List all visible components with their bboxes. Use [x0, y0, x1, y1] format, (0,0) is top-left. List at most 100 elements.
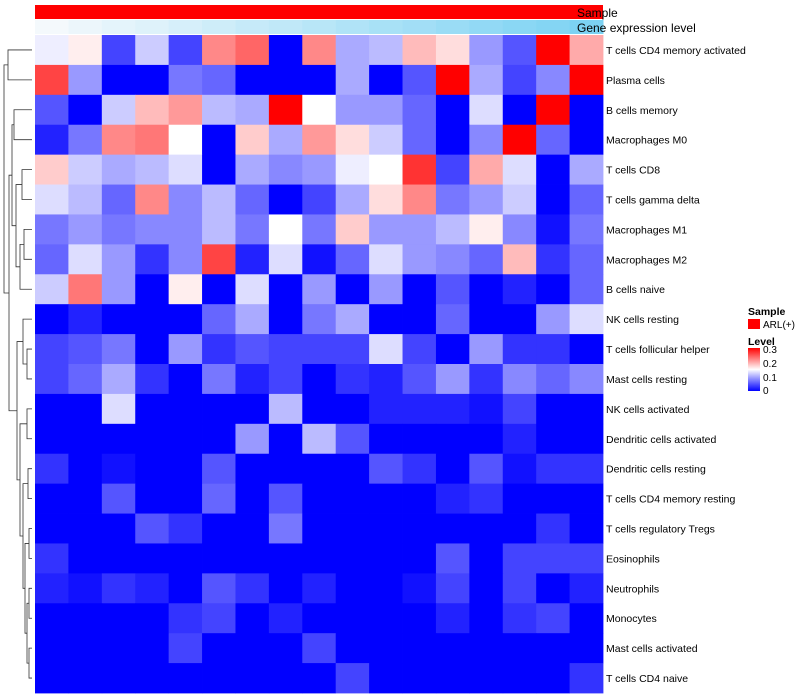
heatmap-cell — [402, 543, 437, 574]
heatmap-cell — [569, 35, 604, 66]
annotation-cell-expression — [101, 20, 136, 34]
heatmap-cell — [302, 304, 337, 335]
heatmap-cell — [101, 364, 136, 395]
heatmap-cell — [502, 663, 537, 694]
heatmap-cell — [335, 304, 370, 335]
heatmap-cell — [502, 483, 537, 514]
heatmap-cell — [202, 35, 236, 66]
heatmap-cell — [402, 184, 437, 215]
heatmap-cell — [569, 423, 604, 455]
heatmap-cell — [402, 64, 437, 96]
heatmap-cell — [435, 453, 470, 485]
row-label: Neutrophils — [606, 583, 659, 595]
heatmap-cell — [402, 633, 437, 664]
heatmap-cell — [101, 483, 136, 514]
heatmap-cell — [369, 393, 403, 425]
annotation-label-gene-expression: Gene expression level — [577, 21, 696, 35]
heatmap-cell — [469, 35, 504, 66]
heatmap-cell — [101, 214, 136, 245]
heatmap-cell — [135, 633, 170, 664]
heatmap-cell — [302, 35, 337, 66]
heatmap-cell — [435, 274, 470, 305]
heatmap-cell — [68, 124, 103, 156]
annotation-cell-expression — [68, 20, 103, 34]
heatmap-cell — [302, 453, 337, 485]
heatmap-cell — [101, 35, 136, 66]
heatmap-cell — [502, 304, 537, 335]
heatmap-cell — [502, 393, 537, 425]
heatmap-cell — [235, 274, 270, 305]
heatmap-cell — [135, 184, 170, 215]
dendrogram-branch — [28, 647, 32, 679]
heatmap-cell — [502, 124, 537, 156]
heatmap-cell — [402, 244, 437, 275]
heatmap-cell — [402, 274, 437, 305]
heatmap-cell — [101, 603, 136, 634]
heatmap-cell — [202, 184, 236, 215]
heatmap-cell — [168, 94, 203, 126]
annotation-cell-expression — [469, 20, 504, 34]
annotation-cell-expression — [335, 20, 370, 34]
heatmap-cell — [68, 393, 103, 425]
heatmap-cell — [369, 94, 403, 126]
heatmap-cell — [469, 543, 504, 574]
heatmap-cell — [135, 364, 170, 395]
heatmap-cell — [402, 334, 437, 365]
heatmap-cell — [168, 304, 203, 335]
heatmap-cell — [68, 184, 103, 215]
heatmap-cell — [569, 124, 604, 156]
heatmap-cell — [268, 423, 303, 455]
heatmap-cell — [402, 423, 437, 455]
row-label: NK cells resting — [606, 314, 679, 326]
dendrogram-branch — [7, 49, 32, 81]
row-label: NK cells activated — [606, 404, 690, 416]
heatmap-cell — [302, 364, 337, 395]
heatmap-cell — [502, 364, 537, 395]
heatmap-cell — [68, 513, 103, 544]
heatmap-cell — [335, 94, 370, 126]
heatmap-cell — [302, 603, 337, 634]
annotation-cell-expression — [202, 20, 236, 34]
heatmap-cell — [35, 154, 69, 185]
heatmap-cell — [35, 633, 69, 664]
heatmap-cell — [536, 124, 570, 156]
heatmap-cell — [569, 94, 604, 126]
heatmap-cell — [435, 94, 470, 126]
heatmap-cell — [569, 304, 604, 335]
heatmap-cell — [402, 453, 437, 485]
row-label: Macrophages M0 — [606, 135, 687, 147]
heatmap-cell — [369, 184, 403, 215]
heatmap-cell — [469, 214, 504, 245]
heatmap-cell — [569, 483, 604, 514]
column-annotations — [35, 5, 604, 34]
row-label: T cells CD4 memory activated — [606, 45, 746, 57]
heatmap-cell — [68, 633, 103, 664]
heatmap-cell — [335, 513, 370, 544]
heatmap-cell — [302, 483, 337, 514]
heatmap-cell — [235, 573, 270, 604]
annotation-cell-expression — [302, 20, 337, 34]
heatmap-cell — [168, 393, 203, 425]
heatmap-cell — [235, 364, 270, 395]
heatmap-cell — [335, 35, 370, 66]
heatmap-cell — [202, 304, 236, 335]
heatmap-cell — [135, 214, 170, 245]
heatmap-cell — [302, 94, 337, 126]
legend-sample-entry: ARL(+) — [763, 320, 795, 331]
heatmap-cell — [168, 244, 203, 275]
heatmap-cell — [369, 154, 403, 185]
heatmap-cell — [202, 244, 236, 275]
annotation-cell-expression — [168, 20, 203, 34]
heatmap-cells — [35, 35, 604, 694]
heatmap-cell — [202, 364, 236, 395]
heatmap-cell — [335, 423, 370, 455]
annotation-cell-expression — [536, 20, 571, 34]
annotation-cell-expression — [135, 20, 170, 34]
heatmap-cell — [68, 64, 103, 96]
heatmap-cell — [302, 124, 337, 156]
annotation-cell-expression — [502, 20, 537, 34]
heatmap-cell — [569, 214, 604, 245]
legend-tick-label: 0.3 — [763, 345, 777, 356]
heatmap-cell — [335, 364, 370, 395]
heatmap-cell — [202, 483, 236, 514]
